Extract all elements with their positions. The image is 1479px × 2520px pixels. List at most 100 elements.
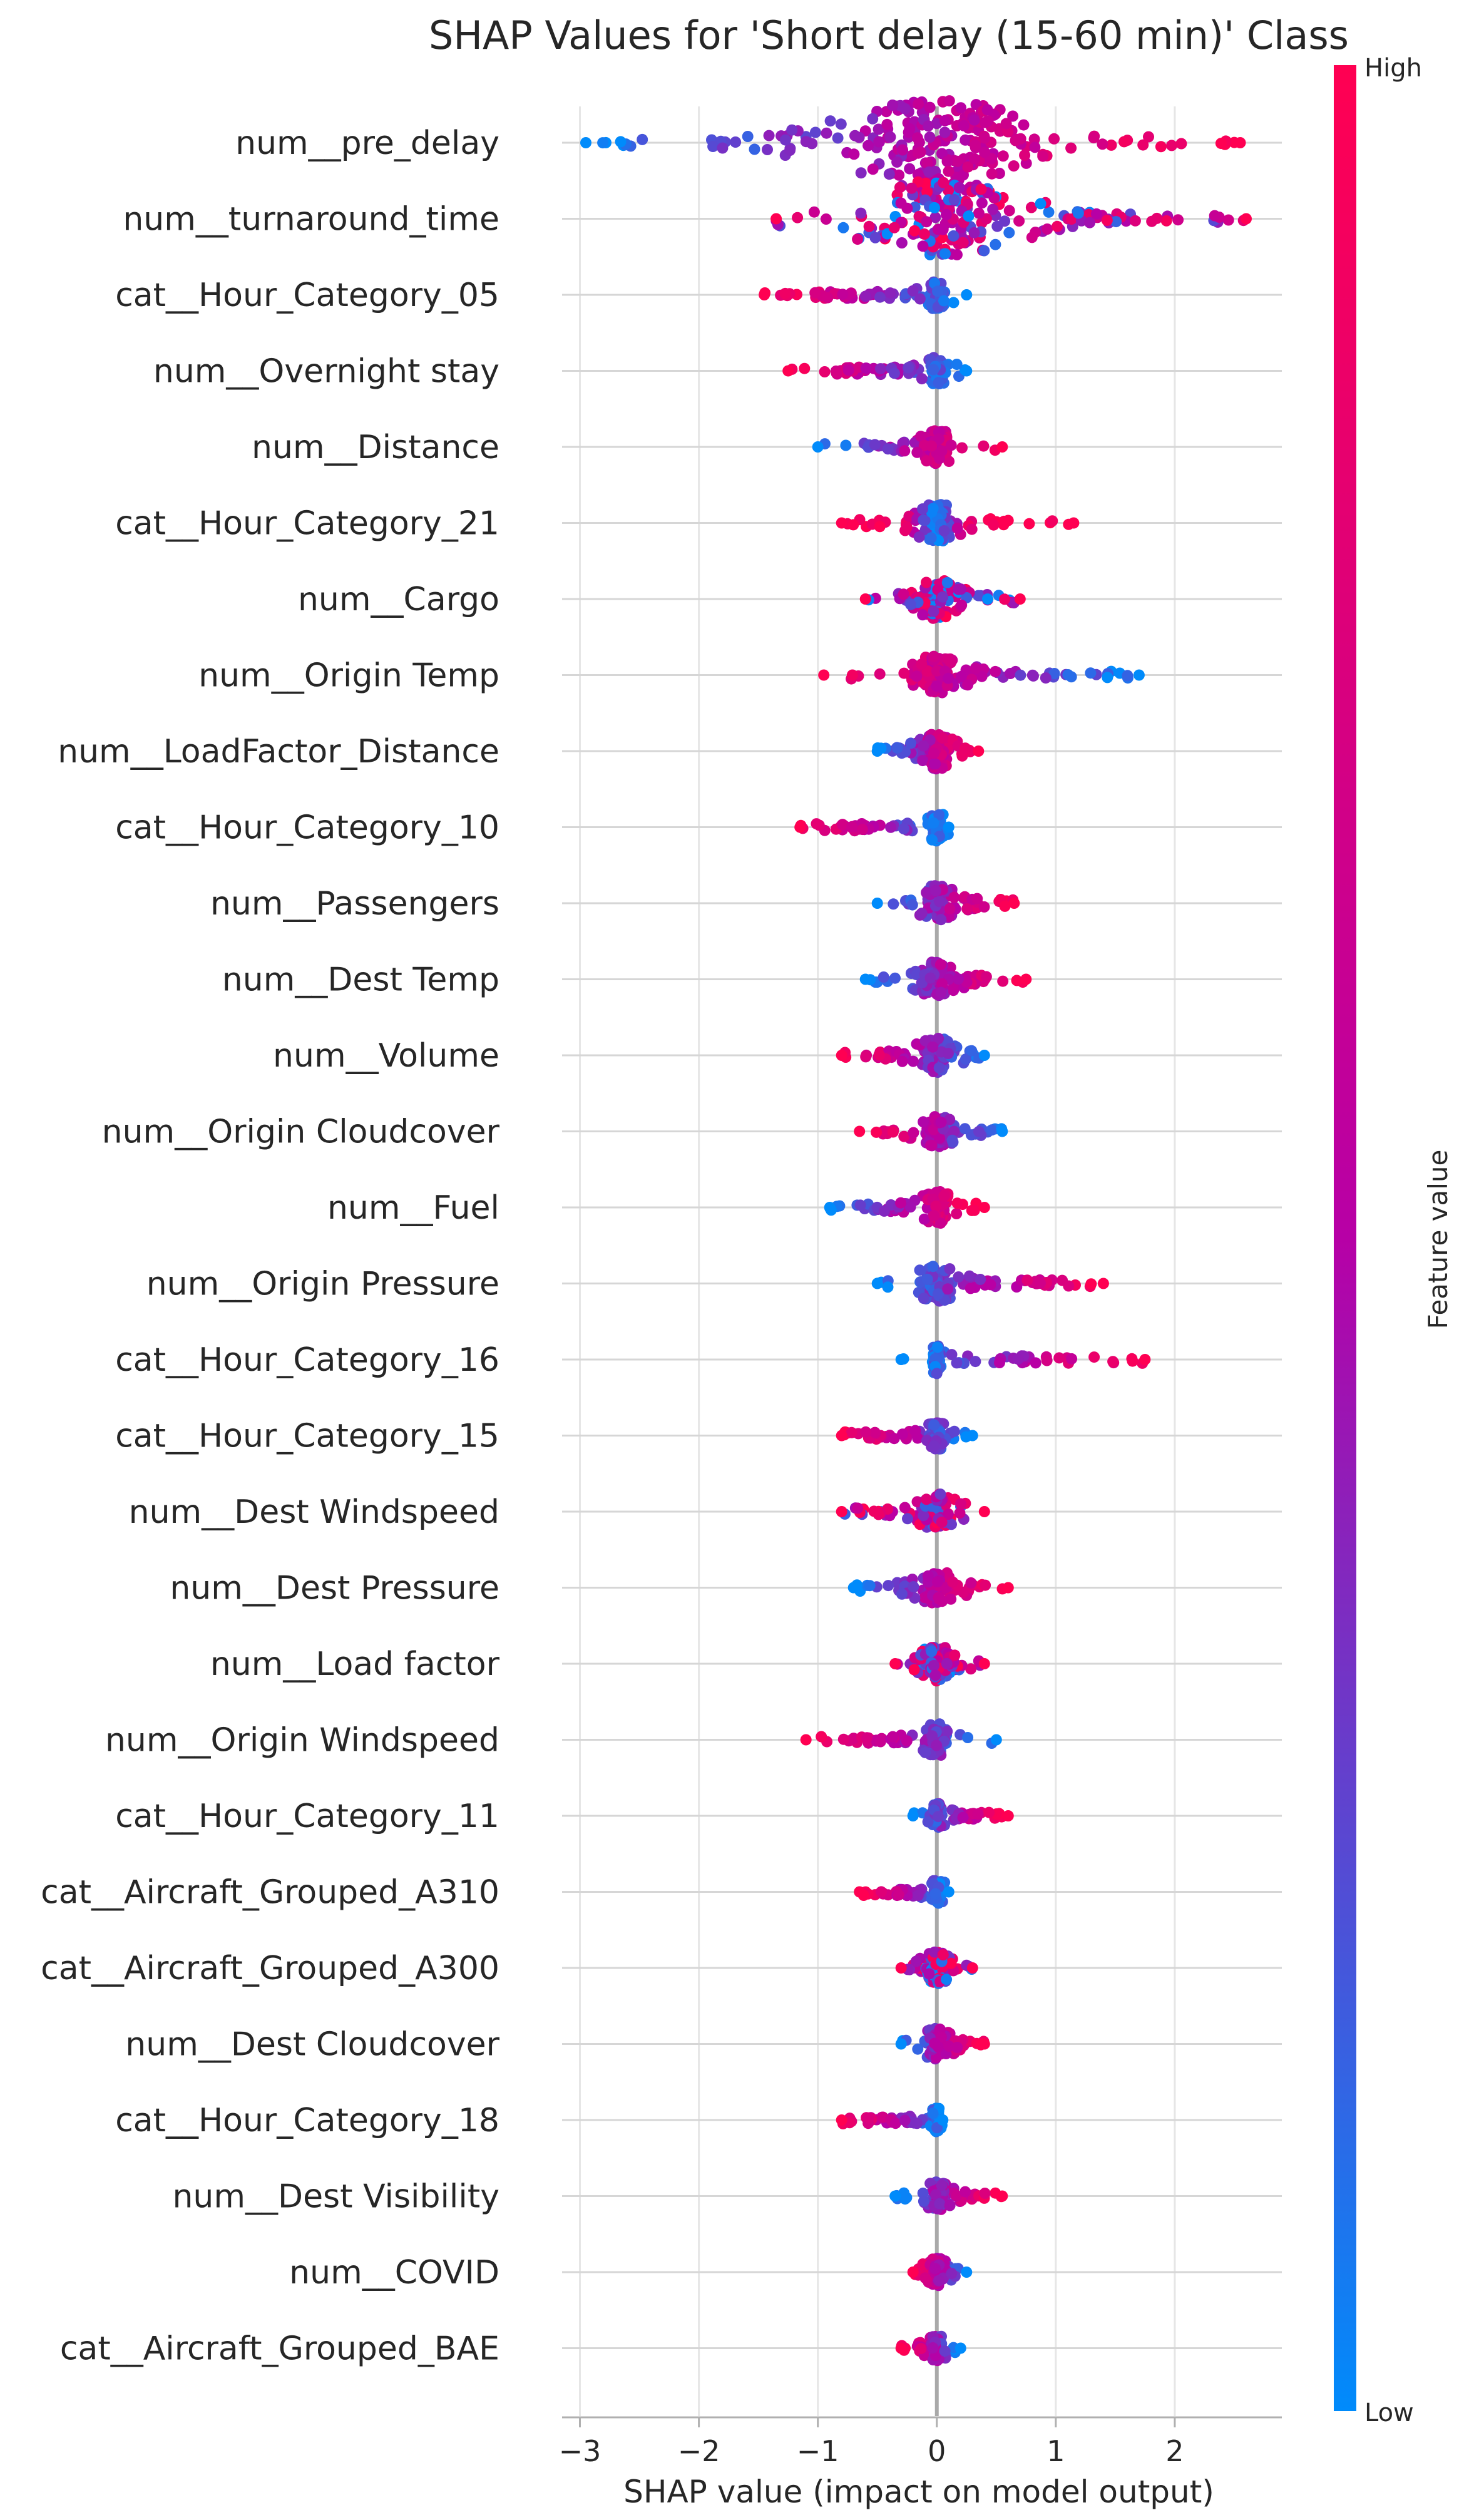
shap-point-min <box>824 1202 836 1213</box>
shap-point <box>837 1733 849 1745</box>
shap-point-max <box>996 2190 1008 2202</box>
shap-point <box>935 1116 947 1128</box>
shap-point <box>966 523 978 535</box>
shap-point <box>916 658 928 670</box>
shap-point <box>929 1888 941 1900</box>
shap-point <box>928 817 939 829</box>
shap-point <box>730 136 742 148</box>
shap-point <box>1129 215 1141 227</box>
shap-point <box>792 212 804 223</box>
shap-point <box>970 662 981 674</box>
shap-point <box>937 591 949 603</box>
shap-point <box>958 120 970 131</box>
feature-labels: num__pre_delay num__turnaround_time cat__H… <box>41 125 499 2368</box>
shap-point <box>914 293 926 305</box>
shap-point <box>846 669 858 681</box>
shap-point <box>1155 141 1167 153</box>
shap-point <box>847 519 859 531</box>
shap-point-min <box>907 1810 919 1821</box>
shap-point <box>929 2263 941 2275</box>
shap-point-max <box>973 745 985 757</box>
shap-point <box>927 1041 939 1053</box>
shap-point <box>928 747 939 759</box>
shap-point <box>932 1288 944 1300</box>
shap-point <box>903 362 914 374</box>
feature-label: num__turnaround_time <box>123 201 499 238</box>
shap-point <box>931 1368 943 1380</box>
shap-point <box>939 115 951 126</box>
shap-point <box>819 366 831 377</box>
shap-point <box>973 1125 985 1137</box>
shap-point <box>1043 206 1055 218</box>
feature-label: num__pre_delay <box>235 125 499 162</box>
shap-point <box>931 665 943 677</box>
shap-point <box>918 1116 929 1128</box>
shap-point-max <box>1008 898 1020 909</box>
shap-point <box>899 525 911 536</box>
shap-point <box>962 161 974 173</box>
shap-point <box>955 1498 967 1510</box>
shap-point-max <box>978 1202 990 1213</box>
shap-point <box>824 115 836 127</box>
shap-point-min <box>836 1430 847 1442</box>
shap-point <box>941 576 953 588</box>
shap-point <box>978 901 990 913</box>
shap-point <box>917 755 929 767</box>
shap-point <box>898 2187 910 2199</box>
shap-point <box>874 363 886 375</box>
shap-point <box>931 1739 943 1751</box>
shap-point-max <box>1234 137 1246 148</box>
shap-point <box>894 182 906 193</box>
shap-point <box>1019 150 1031 161</box>
shap-point <box>896 1055 908 1067</box>
shap-point <box>831 367 842 379</box>
shap-point <box>891 156 903 168</box>
shap-point <box>912 1890 924 1902</box>
chart-title: SHAP Values for 'Short delay (15-60 min)… <box>429 13 1349 58</box>
shap-point <box>931 1341 943 1353</box>
shap-point-min <box>794 821 806 833</box>
shap-point <box>943 672 954 684</box>
feature-label: num__Volume <box>273 1037 499 1075</box>
shap-point <box>1063 1280 1075 1292</box>
shap-point <box>939 248 951 260</box>
shap-point <box>933 1033 944 1044</box>
shap-point <box>953 973 964 985</box>
shap-point <box>990 238 1001 250</box>
feature-label: cat__Hour_Category_05 <box>115 277 499 314</box>
shap-point <box>762 144 773 155</box>
shap-point <box>994 1357 1005 1368</box>
shap-point <box>912 2043 924 2055</box>
shap-point <box>882 443 894 455</box>
shap-point <box>926 1646 938 1657</box>
shap-point <box>948 297 960 309</box>
shap-point <box>862 2112 874 2124</box>
shap-point <box>931 2122 943 2134</box>
shap-point <box>936 445 948 457</box>
shap-point <box>985 1279 996 1291</box>
shap-point <box>918 1293 929 1304</box>
shap-point <box>1003 227 1015 238</box>
shap-point <box>951 1197 963 1209</box>
shap-point <box>904 1201 916 1213</box>
shap-point <box>942 1283 954 1295</box>
shap-point-min <box>871 745 883 757</box>
shap-point <box>997 975 1009 987</box>
shap-point <box>1047 515 1058 527</box>
shap-point <box>846 821 858 832</box>
shap-point <box>933 377 944 389</box>
shap-point <box>876 1886 887 1898</box>
shap-point <box>1143 131 1154 143</box>
shap-point <box>943 456 955 467</box>
shap-point <box>928 364 939 376</box>
shap-point <box>1028 133 1040 145</box>
shap-point <box>1048 133 1060 145</box>
shap-point <box>869 439 881 451</box>
shap-point-min <box>818 669 830 681</box>
shap-point <box>933 433 944 445</box>
shap-point <box>980 116 991 128</box>
shap-point <box>932 285 944 297</box>
shap-point <box>908 1127 919 1139</box>
shap-point <box>913 531 925 543</box>
